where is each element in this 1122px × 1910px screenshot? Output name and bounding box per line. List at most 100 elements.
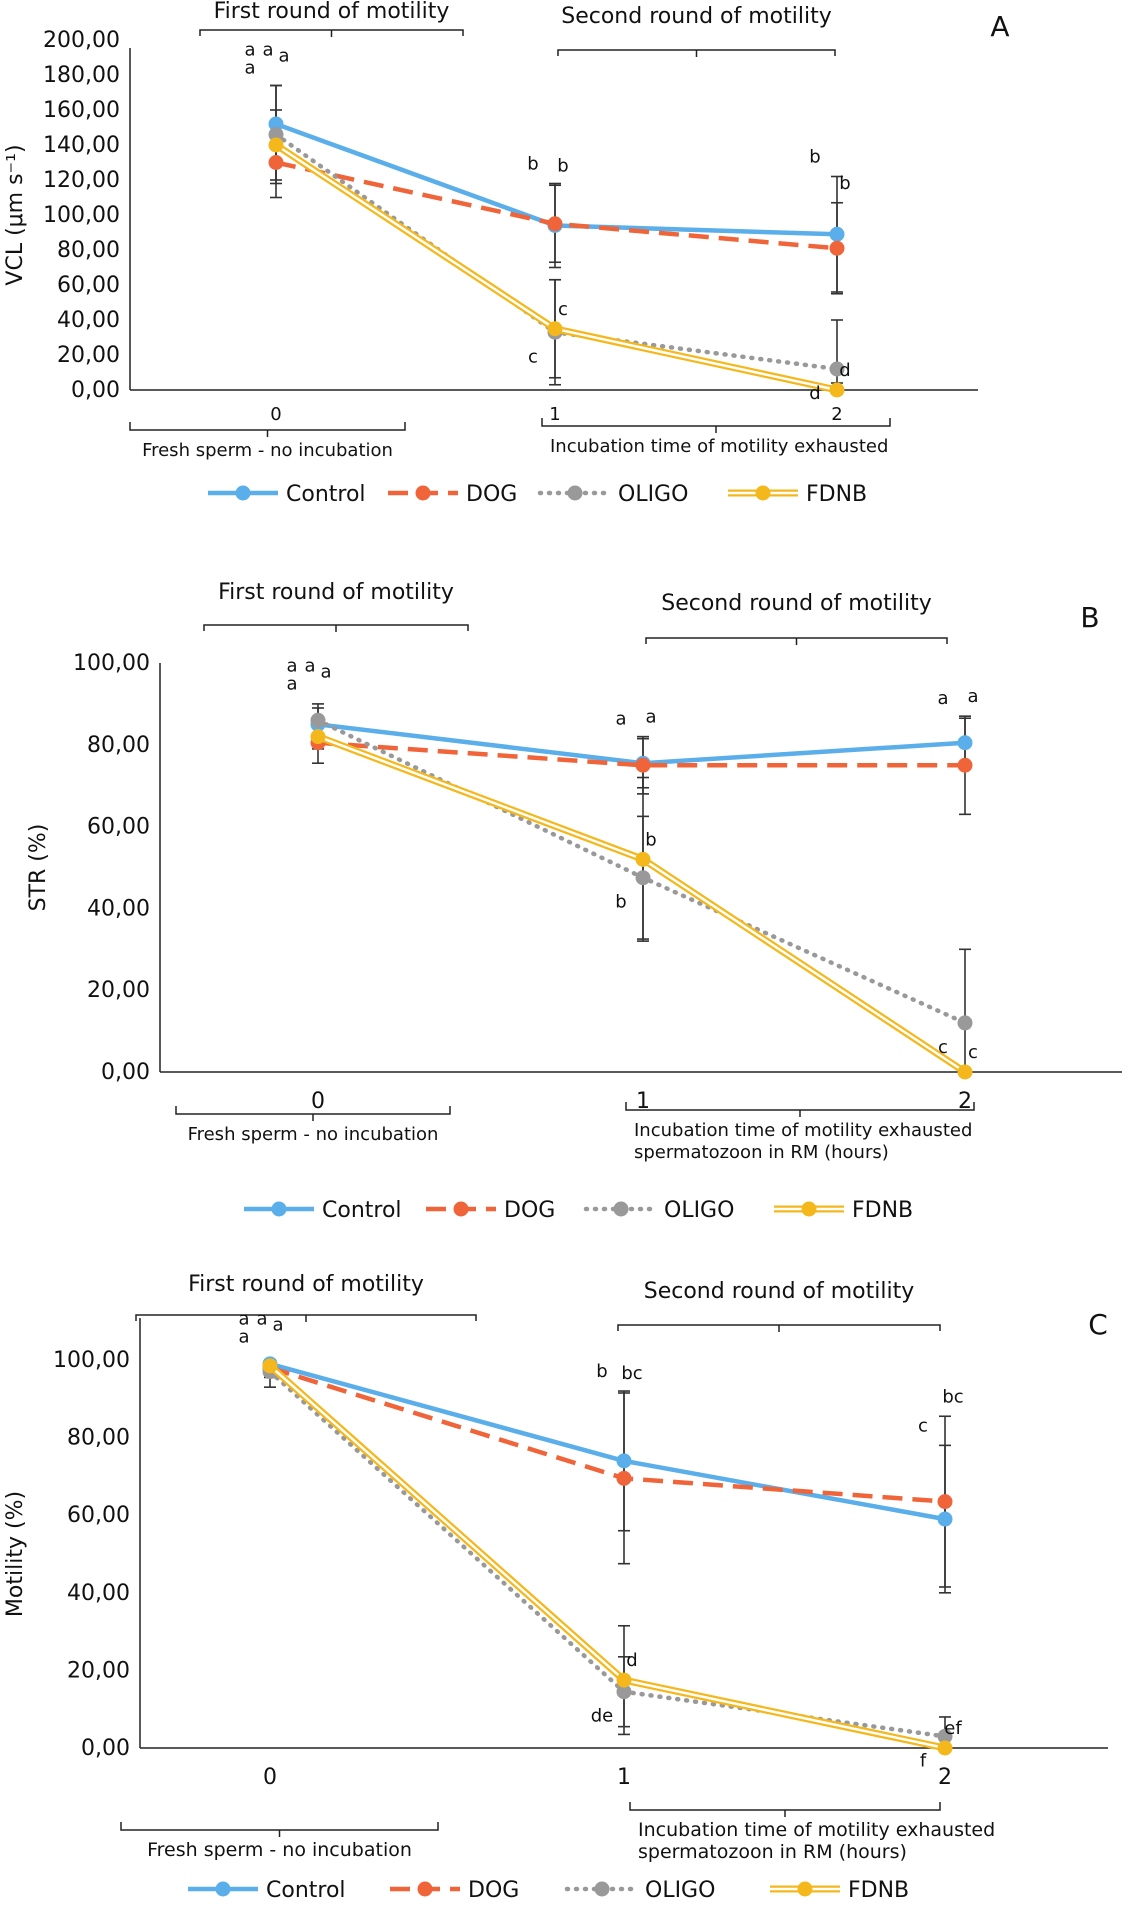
legend-label-control: Control <box>266 1878 346 1903</box>
series-line-oligo <box>267 1369 948 1739</box>
time-bracket <box>625 1102 975 1117</box>
significance-letter: a <box>278 45 289 66</box>
round-label: Second round of motility <box>644 1279 915 1304</box>
y-tick-label: 100,00 <box>53 1348 130 1373</box>
significance-letter: b <box>615 892 626 913</box>
y-tick-label: 80,00 <box>57 238 120 263</box>
chart-panel-A: 0,00 20,00 40,00 60,00 80,00 100,00 120,00 140,… <box>3 0 1010 507</box>
data-point-control <box>937 1511 953 1527</box>
significance-letter: a <box>262 39 273 60</box>
y-tick-label: 20,00 <box>87 978 150 1003</box>
series-line-dog <box>317 740 965 768</box>
time-bracket <box>120 1822 439 1837</box>
x-tick-label: 1 <box>617 1765 631 1790</box>
y-tick-label: 40,00 <box>67 1581 130 1606</box>
significance-letter: a <box>238 1309 249 1330</box>
y-tick-label: 0,00 <box>81 1736 130 1761</box>
legend: Control DOG OLIGO FDNB <box>244 1198 913 1223</box>
legend-marker-fdnb <box>797 1881 813 1897</box>
y-axis-label: VCL (μm s⁻¹) <box>3 144 28 285</box>
significance-letter: b <box>527 154 538 175</box>
legend-label-fdnb: FDNB <box>852 1198 913 1223</box>
panels: 0,0020,0040,0060,0080,00100,00120,00140,… <box>3 0 1122 1903</box>
significance-letter: a <box>320 662 331 683</box>
data-point-dog <box>616 1470 632 1486</box>
significance-letter: a <box>645 707 656 728</box>
y-tick-label: 140,00 <box>43 133 120 158</box>
panel-letter: C <box>1088 1308 1108 1341</box>
chart-panel-C: 0,00 20,00 40,00 60,00 80,00 100,00 Motility (… <box>3 1272 1108 1903</box>
round-bracket <box>203 624 469 632</box>
significance-letter: a <box>286 674 297 695</box>
significance-letter: a <box>286 656 297 677</box>
panel-letter: A <box>990 10 1009 43</box>
y-tick-label: 80,00 <box>67 1426 130 1451</box>
x-axis-label: Fresh sperm - no incubation <box>142 440 393 461</box>
significance-letter: b <box>645 829 656 850</box>
y-tick-label: 180,00 <box>43 63 120 88</box>
x-tick-label: 2 <box>938 1765 952 1790</box>
series-line-fdnb <box>316 733 967 1075</box>
significance-letter: a <box>244 39 255 60</box>
significance-letter: c <box>558 299 568 320</box>
round-bracket <box>645 637 948 645</box>
data-point-fdnb <box>268 137 284 153</box>
data-point-oligo <box>616 1684 632 1700</box>
legend-marker-control <box>235 485 251 501</box>
y-tick-label: 120,00 <box>43 168 120 193</box>
significance-letter: d <box>839 360 850 381</box>
y-tick-label: 100,00 <box>73 651 150 676</box>
x-axis-label: spermatozoon in RM (hours) <box>638 1841 907 1863</box>
significance-letter: a <box>256 1309 267 1330</box>
round-label: Second round of motility <box>561 4 832 29</box>
data-point-fdnb <box>262 1358 278 1374</box>
significance-letter: a <box>304 656 315 677</box>
significance-letter: b <box>809 147 820 168</box>
data-point-oligo <box>957 1015 973 1031</box>
legend-marker-oligo <box>567 485 583 501</box>
significance-letter: ef <box>944 1718 962 1739</box>
time-bracket <box>541 418 891 433</box>
legend-marker-fdnb <box>801 1201 817 1217</box>
chart-panel-B: 0,00 20,00 40,00 60,00 80,00 100,00 STR (%) 0 1 2… <box>26 580 1122 1223</box>
data-point-fdnb <box>829 382 845 398</box>
y-tick-label: 20,00 <box>57 343 120 368</box>
data-point-dog <box>829 240 845 256</box>
data-point-control <box>616 1453 632 1469</box>
y-tick-label: 20,00 <box>67 1658 130 1683</box>
significance-letter: b <box>839 173 850 194</box>
y-tick-label: 160,00 <box>43 98 120 123</box>
data-point-control <box>268 116 284 132</box>
y-tick-label: 0,00 <box>71 378 120 403</box>
y-tick-label: 100,00 <box>43 203 120 228</box>
legend-label-dog: DOG <box>466 482 517 507</box>
significance-letter: b <box>596 1361 607 1382</box>
data-point-oligo <box>937 1728 953 1744</box>
y-axis-label: Motility (%) <box>3 1491 28 1617</box>
legend-label-fdnb: FDNB <box>806 482 867 507</box>
x-axis-label: Fresh sperm - no incubation <box>188 1124 439 1145</box>
time-bracket <box>629 1802 941 1817</box>
data-point-oligo <box>310 712 326 728</box>
x-axis-label: Incubation time of motility exhausted <box>634 1120 972 1141</box>
data-point-dog <box>547 216 563 232</box>
round-bracket <box>199 29 464 37</box>
series-line-fdnb <box>267 1363 946 1752</box>
significance-letter: a <box>967 686 978 707</box>
time-bracket <box>175 1106 451 1121</box>
x-axis-label: Fresh sperm - no incubation <box>147 1839 412 1861</box>
data-point-dog <box>268 155 284 170</box>
data-point-dog <box>635 757 651 773</box>
significance-letter: d <box>809 383 820 404</box>
y-tick-label: 60,00 <box>87 815 150 840</box>
series-line-dog <box>269 1365 946 1504</box>
significance-letter: a <box>937 688 948 709</box>
y-tick-label: 0,00 <box>101 1060 150 1085</box>
significance-letter: c <box>918 1415 928 1436</box>
round-label: Second round of motility <box>661 591 932 616</box>
significance-letter: f <box>920 1750 927 1771</box>
legend-marker-oligo <box>594 1881 610 1897</box>
round-label: First round of motility <box>218 580 454 605</box>
significance-letter: a <box>615 709 626 730</box>
